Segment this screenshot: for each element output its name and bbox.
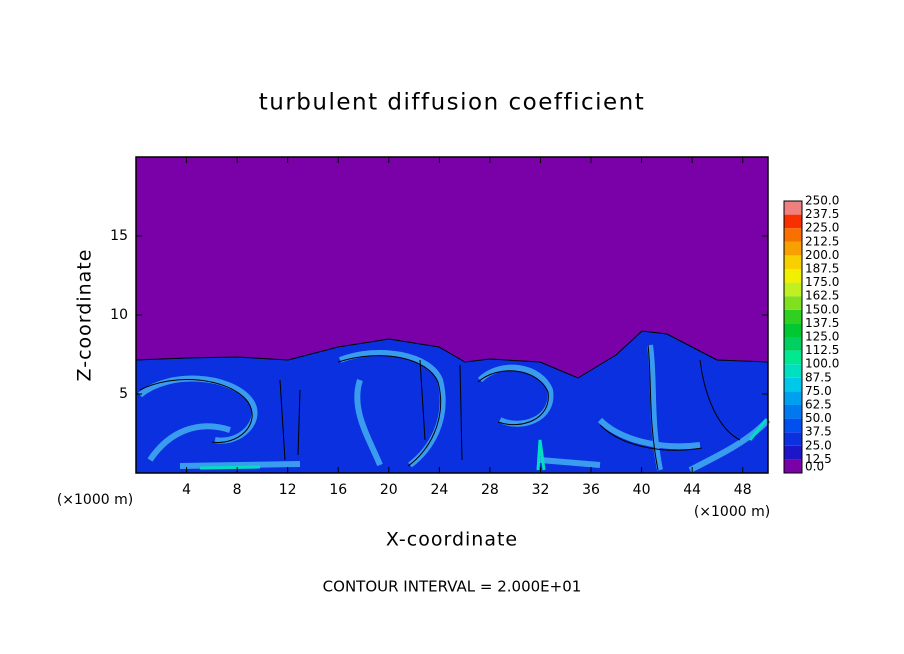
colorbar-swatch xyxy=(784,364,802,378)
colorbar-label: 137.5 xyxy=(805,316,839,330)
colorbar-label: 12.5 xyxy=(805,452,832,466)
colorbar-swatch xyxy=(784,228,802,242)
colorbar-swatch xyxy=(784,337,802,351)
colorbar-label: 75.0 xyxy=(805,384,832,398)
colorbar-label: 200.0 xyxy=(805,248,839,262)
colorbar-frame xyxy=(783,200,803,474)
colorbar-swatch xyxy=(784,323,802,337)
colorbar-label: 162.5 xyxy=(805,289,839,303)
x-tick-label: 48 xyxy=(734,482,752,498)
colorbar-label: 237.5 xyxy=(805,207,839,221)
chart-title: turbulent diffusion coefficient xyxy=(259,90,646,116)
colorbar-label: 50.0 xyxy=(805,411,832,425)
y-tick-label: 10 xyxy=(110,307,128,323)
x-tick-label: 40 xyxy=(633,482,651,498)
x-tick-label: 8 xyxy=(233,482,242,498)
contour-note: CONTOUR INTERVAL = 2.000E+01 xyxy=(323,578,582,596)
colorbar-label: 100.0 xyxy=(805,357,839,371)
x-tick-label: 16 xyxy=(329,482,347,498)
colorbar-swatch xyxy=(784,418,802,433)
colorbar-label: 212.5 xyxy=(805,234,839,248)
contour-field xyxy=(135,157,771,474)
colorbar-label: 37.5 xyxy=(805,425,832,439)
colorbar-swatch xyxy=(784,255,802,269)
colorbar-swatch xyxy=(784,377,802,392)
colorbar-label: 187.5 xyxy=(805,262,839,276)
colorbar-swatch xyxy=(784,405,802,419)
x-tick-label: 36 xyxy=(582,482,600,498)
colorbar-label: 225.0 xyxy=(805,221,839,235)
colorbar-swatch xyxy=(784,296,802,310)
x-unit-label: (×1000 m) xyxy=(57,492,133,508)
colorbar-swatch xyxy=(784,214,802,229)
colorbar-label: 125.0 xyxy=(805,330,839,344)
x-tick-label: 20 xyxy=(380,482,398,498)
x-tick-label: 32 xyxy=(532,482,550,498)
colorbar-swatch xyxy=(784,391,802,405)
colorbar-label: 87.5 xyxy=(805,370,832,384)
colorbar-swatch xyxy=(784,241,802,256)
colorbar-label: 0.0 xyxy=(805,460,824,474)
x-tick-label: 12 xyxy=(279,482,297,498)
colorbar-label: 175.0 xyxy=(805,275,839,289)
y-axis-title: Z-coordinate xyxy=(74,249,96,382)
colorbar-label: 112.5 xyxy=(805,343,839,357)
colorbar-swatch xyxy=(784,282,802,297)
colorbar-swatch xyxy=(784,459,802,473)
contour-lines xyxy=(139,344,741,471)
colorbar-label: 150.0 xyxy=(805,302,839,316)
y-tick-label: 15 xyxy=(110,228,128,244)
y-tick-label: 5 xyxy=(119,386,128,402)
x-tick-label: 4 xyxy=(182,482,191,498)
x-unit-label: (×1000 m) xyxy=(694,504,770,520)
colorbar-label: 250.0 xyxy=(805,194,839,208)
colorbar-swatch xyxy=(784,309,802,324)
colorbar-label: 62.5 xyxy=(805,398,832,412)
field-highs xyxy=(199,419,768,471)
x-axis-title: X-coordinate xyxy=(386,529,518,551)
x-tick-label: 28 xyxy=(481,482,499,498)
colorbar-swatch xyxy=(784,445,802,460)
field-region xyxy=(135,330,769,474)
x-tick-label: 44 xyxy=(683,482,701,498)
x-tick-label: 24 xyxy=(430,482,448,498)
colorbar-swatch xyxy=(784,350,802,365)
colorbar-swatch xyxy=(784,432,802,446)
colorbar-swatch xyxy=(784,201,802,215)
colorbar-label: 25.0 xyxy=(805,438,832,452)
colorbar-swatch xyxy=(784,269,802,283)
